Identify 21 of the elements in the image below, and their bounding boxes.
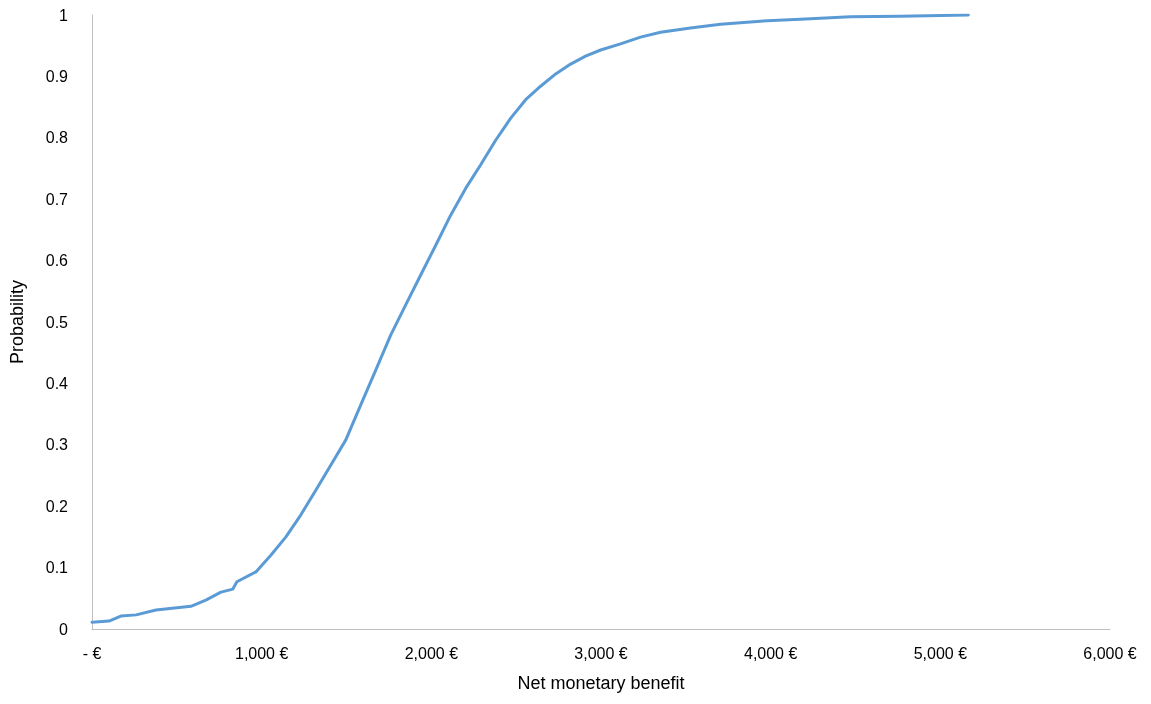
x-tick-label: - € <box>82 644 102 662</box>
y-axis-title: Probability <box>7 279 27 365</box>
y-tick-label: 1 <box>59 6 69 24</box>
y-tick-label: 0.6 <box>45 252 69 270</box>
x-tick-label: 2,000 € <box>404 644 459 662</box>
y-tick-label: 0.9 <box>45 67 69 85</box>
y-tick-label: 0.2 <box>45 497 69 515</box>
y-tick-label: 0.1 <box>45 559 69 577</box>
y-tick-label: 0.7 <box>45 190 69 208</box>
x-tick-label: 4,000 € <box>743 644 798 662</box>
x-axis-title: Net monetary benefit <box>517 673 685 693</box>
y-tick-label: 0.4 <box>45 374 69 392</box>
y-tick-label: 0.8 <box>45 129 69 147</box>
y-tick-label: 0.3 <box>45 436 69 454</box>
x-tick-label: 6,000 € <box>1083 644 1137 662</box>
y-tick-label: 0.5 <box>45 313 69 331</box>
x-tick-label: 3,000 € <box>574 644 628 662</box>
line-series <box>90 13 970 624</box>
x-tick-label: 1,000 € <box>234 644 289 662</box>
y-tick-label: 0 <box>59 620 69 638</box>
x-tick-label: 5,000 € <box>913 644 968 662</box>
